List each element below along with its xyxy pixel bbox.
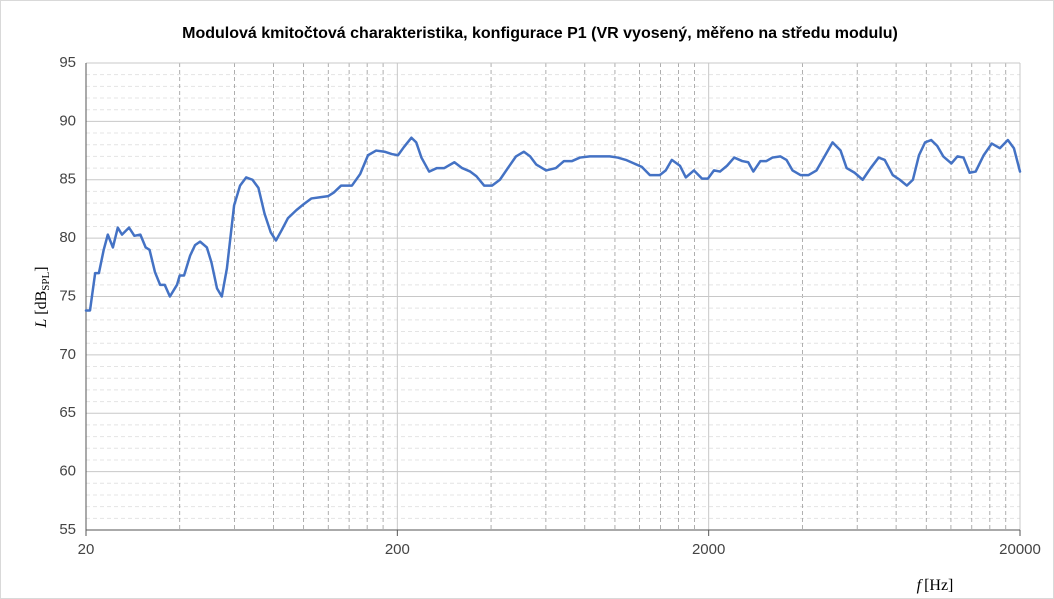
x-tick-label: 20 <box>78 541 95 558</box>
x-label-symbol: f <box>917 577 924 594</box>
y-label-symbol: L <box>33 319 50 329</box>
y-tick-label: 75 <box>59 287 76 304</box>
y-tick-label: 55 <box>59 521 76 538</box>
x-tick-label: 20000 <box>999 541 1041 558</box>
y-axis-label: L [dBSPL] <box>33 266 52 328</box>
y-label-subscript: SPL <box>40 271 52 290</box>
x-axis-label: f [Hz] <box>917 577 954 594</box>
y-label-close: ] <box>33 266 50 271</box>
y-label-unit: [dB <box>33 291 50 315</box>
y-tick-label: 90 <box>59 112 76 129</box>
y-tick-label: 70 <box>59 346 76 363</box>
y-tick-label: 60 <box>59 463 76 480</box>
x-tick-label: 2000 <box>692 541 725 558</box>
y-tick-label: 95 <box>59 54 76 71</box>
x-label-unit: [Hz] <box>924 577 953 594</box>
y-tick-label: 65 <box>59 404 76 421</box>
y-tick-label: 85 <box>59 171 76 188</box>
x-tick-label: 200 <box>385 541 410 558</box>
y-tick-label: 80 <box>59 229 76 246</box>
chart-title: Modulová kmitočtová charakteristika, kon… <box>182 25 898 42</box>
data-line <box>84 136 1022 312</box>
